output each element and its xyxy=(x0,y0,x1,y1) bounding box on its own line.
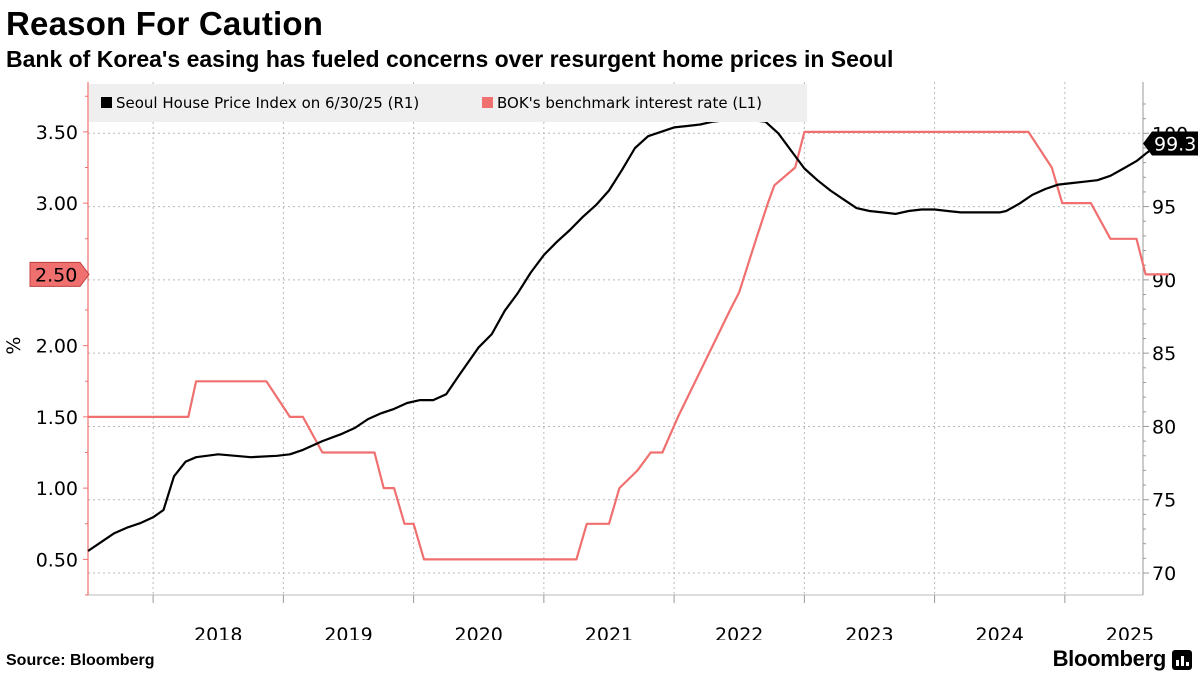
legend-box xyxy=(89,84,807,122)
series-line-house-price xyxy=(87,117,1160,552)
callout-bok-rate-value: 2.50 xyxy=(35,264,77,286)
x-tick-label: 2022 xyxy=(715,624,763,640)
left-tick-label: 3.00 xyxy=(36,193,78,215)
x-axis: 2018 2019 2020 2021 2022 2023 2024 2025 xyxy=(88,594,1154,640)
legend-swatch-bok-rate xyxy=(482,97,493,108)
x-tick-label: 2020 xyxy=(455,624,503,640)
left-tick-label: 2.00 xyxy=(36,336,78,358)
series-line-bok-rate xyxy=(88,130,1169,561)
brand-logo: Bloomberg xyxy=(1052,646,1167,671)
callout-bok-rate xyxy=(29,261,90,287)
bar-chart-icon xyxy=(1172,650,1192,670)
left-tick-label: 3.50 xyxy=(36,122,78,144)
x-tick-label: 2024 xyxy=(976,624,1024,640)
legend-swatch-house-price xyxy=(101,97,112,108)
left-tick-label: 1.00 xyxy=(36,478,78,500)
chart-title: Reason For Caution xyxy=(6,5,324,42)
right-tick-label: 95 xyxy=(1152,197,1176,219)
right-tick-label: 80 xyxy=(1152,416,1176,438)
left-tick-label: 1.50 xyxy=(36,407,78,429)
left-tick-label: 0.50 xyxy=(36,549,78,571)
source-note: Source: Bloomberg xyxy=(6,652,155,669)
left-axis-label: % xyxy=(3,337,25,355)
right-tick-label: 75 xyxy=(1152,490,1176,512)
x-tick-label: 2023 xyxy=(845,624,893,640)
last-value-callouts: 2.50 99.3 xyxy=(29,131,1198,287)
right-tick-label: 85 xyxy=(1152,343,1176,365)
x-tick-label: 2019 xyxy=(324,624,372,640)
callout-house-price-value: 99.3 xyxy=(1154,134,1196,156)
left-axis: 0.50 1.00 1.50 2.00 3.00 3.50% xyxy=(3,82,89,596)
callout-house-price xyxy=(1143,131,1198,156)
x-tick-label: 2025 xyxy=(1106,624,1154,640)
legend-label-house-price: Seoul House Price Index on 6/30/25 (R1) xyxy=(116,94,419,112)
right-axis: 707580859095100 xyxy=(1142,82,1188,595)
line-chart: 2018 2019 2020 2021 2022 2023 2024 2025 0.50 1.0… xyxy=(3,82,1198,640)
x-tick-label: 2021 xyxy=(585,624,633,640)
chart-subtitle: Bank of Korea's easing has fueled concer… xyxy=(6,46,894,72)
right-tick-label: 70 xyxy=(1152,563,1176,585)
x-tick-label: 2018 xyxy=(194,624,242,640)
legend: Seoul House Price Index on 6/30/25 (R1) B… xyxy=(89,84,807,122)
legend-label-bok-rate: BOK's benchmark interest rate (L1) xyxy=(497,94,762,112)
series-lines xyxy=(87,117,1169,561)
chart-grid xyxy=(88,82,1143,595)
right-tick-label: 90 xyxy=(1152,270,1176,292)
